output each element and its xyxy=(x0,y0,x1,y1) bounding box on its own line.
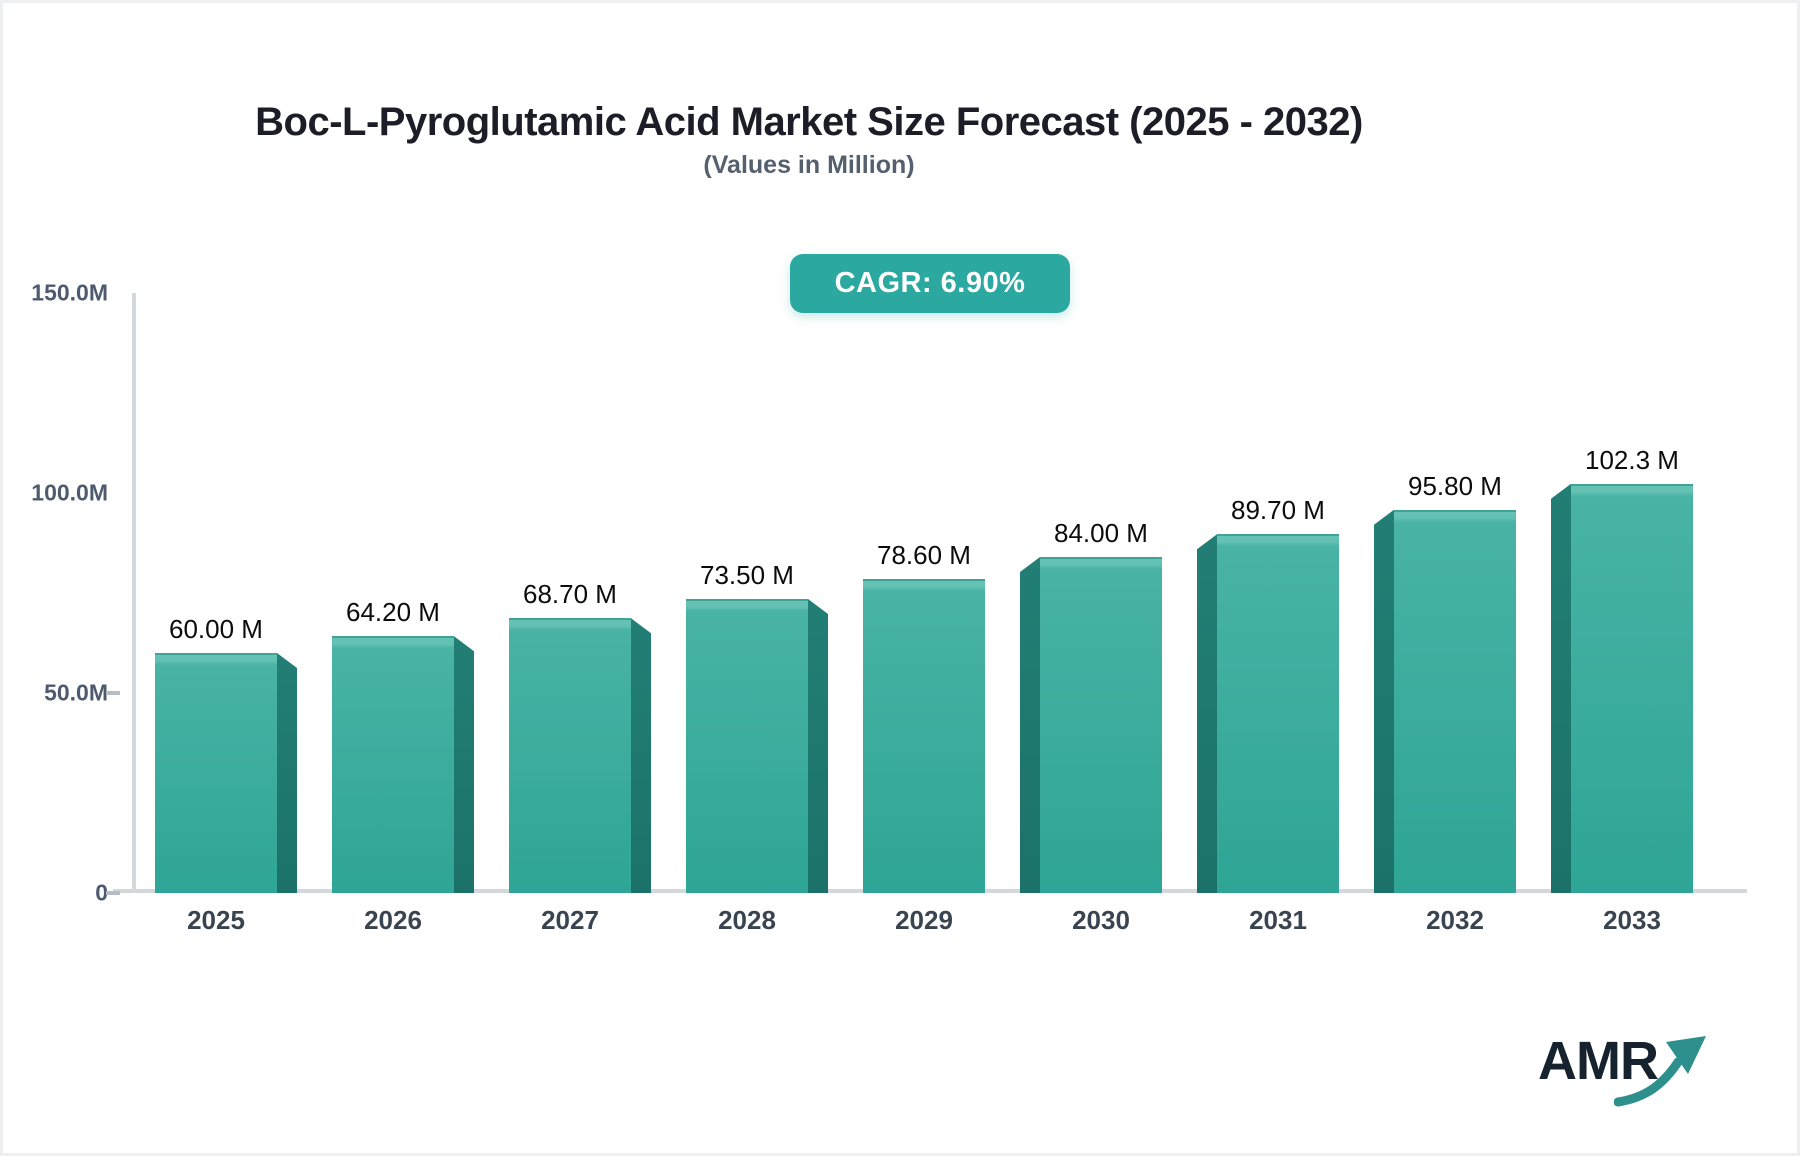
x-axis-label-2028: 2028 xyxy=(718,905,776,935)
bar-2030[interactable] xyxy=(1020,557,1162,893)
bar-side-face xyxy=(454,636,474,893)
bar-front-face xyxy=(863,578,985,893)
bar-value-label-2030: 84.00 M xyxy=(1054,518,1148,548)
x-axis-label-2031: 2031 xyxy=(1249,905,1307,935)
bar-value-label-2027: 68.70 M xyxy=(523,579,617,610)
bar-2029[interactable] xyxy=(863,578,985,893)
bar-2033[interactable] xyxy=(1551,483,1693,893)
bar-front-face xyxy=(1571,483,1693,893)
chart-subtitle: (Values in Million) xyxy=(703,151,915,179)
bar-2027[interactable] xyxy=(509,618,651,893)
y-axis-tick-mark xyxy=(106,691,120,695)
x-axis-label-2025: 2025 xyxy=(187,905,245,935)
bar-side-face xyxy=(1020,557,1040,893)
bar-side-face xyxy=(1197,534,1217,893)
bar-value-label-2025: 60.00 M xyxy=(169,614,263,644)
bar-side-face xyxy=(1551,483,1571,893)
x-axis-label-2032: 2032 xyxy=(1426,905,1484,935)
x-axis-label-2027: 2027 xyxy=(541,905,599,935)
bar-front-face xyxy=(1217,534,1339,893)
bar-value-label-2032: 95.80 M xyxy=(1408,470,1502,501)
bar-side-face xyxy=(631,618,651,893)
chart-title: Boc-L-Pyroglutamic Acid Market Size Fore… xyxy=(255,100,1363,144)
x-axis-label-2030: 2030 xyxy=(1072,905,1130,935)
amr-logo: AMR xyxy=(1538,1032,1718,1112)
x-axis-label-2026: 2026 xyxy=(364,905,422,935)
bar-front-face xyxy=(686,599,808,893)
bar-value-label-2029: 78.60 M xyxy=(877,539,971,570)
bar-front-face xyxy=(155,653,277,893)
bar-value-label-2031: 89.70 M xyxy=(1231,495,1325,526)
bar-side-face xyxy=(1374,509,1394,893)
y-axis-label-50.0m: 50.0M xyxy=(44,679,108,706)
bar-front-face xyxy=(332,636,454,893)
bar-value-label-2026: 64.20 M xyxy=(346,597,440,628)
y-axis-label-0: 0 xyxy=(95,879,108,906)
bar-front-face xyxy=(1040,557,1162,893)
y-axis-line xyxy=(132,293,136,893)
y-axis-label-150.0m: 150.0M xyxy=(31,279,108,306)
bar-front-face xyxy=(509,618,631,893)
bar-front-face xyxy=(1394,509,1516,893)
bar-2026[interactable] xyxy=(332,636,474,893)
bar-2032[interactable] xyxy=(1374,509,1516,893)
growth-arrow-icon xyxy=(1614,1036,1706,1107)
bar-value-label-2028: 73.50 M xyxy=(700,560,794,590)
x-axis-label-2033: 2033 xyxy=(1603,905,1661,935)
y-axis-tick-mark xyxy=(106,891,120,895)
amr-logo-text: AMR xyxy=(1538,1031,1659,1091)
cagr-badge: CAGR: 6.90% xyxy=(790,254,1070,313)
bar-2031[interactable] xyxy=(1197,534,1339,893)
bar-value-label-2033: 102.3 M xyxy=(1585,444,1679,475)
bar-side-face xyxy=(277,653,297,893)
x-axis-label-2029: 2029 xyxy=(895,905,953,935)
bar-side-face xyxy=(808,599,828,893)
bar-2025[interactable] xyxy=(155,653,297,893)
bar-2028[interactable] xyxy=(686,599,828,893)
y-axis-label-100.0m: 100.0M xyxy=(31,479,108,506)
